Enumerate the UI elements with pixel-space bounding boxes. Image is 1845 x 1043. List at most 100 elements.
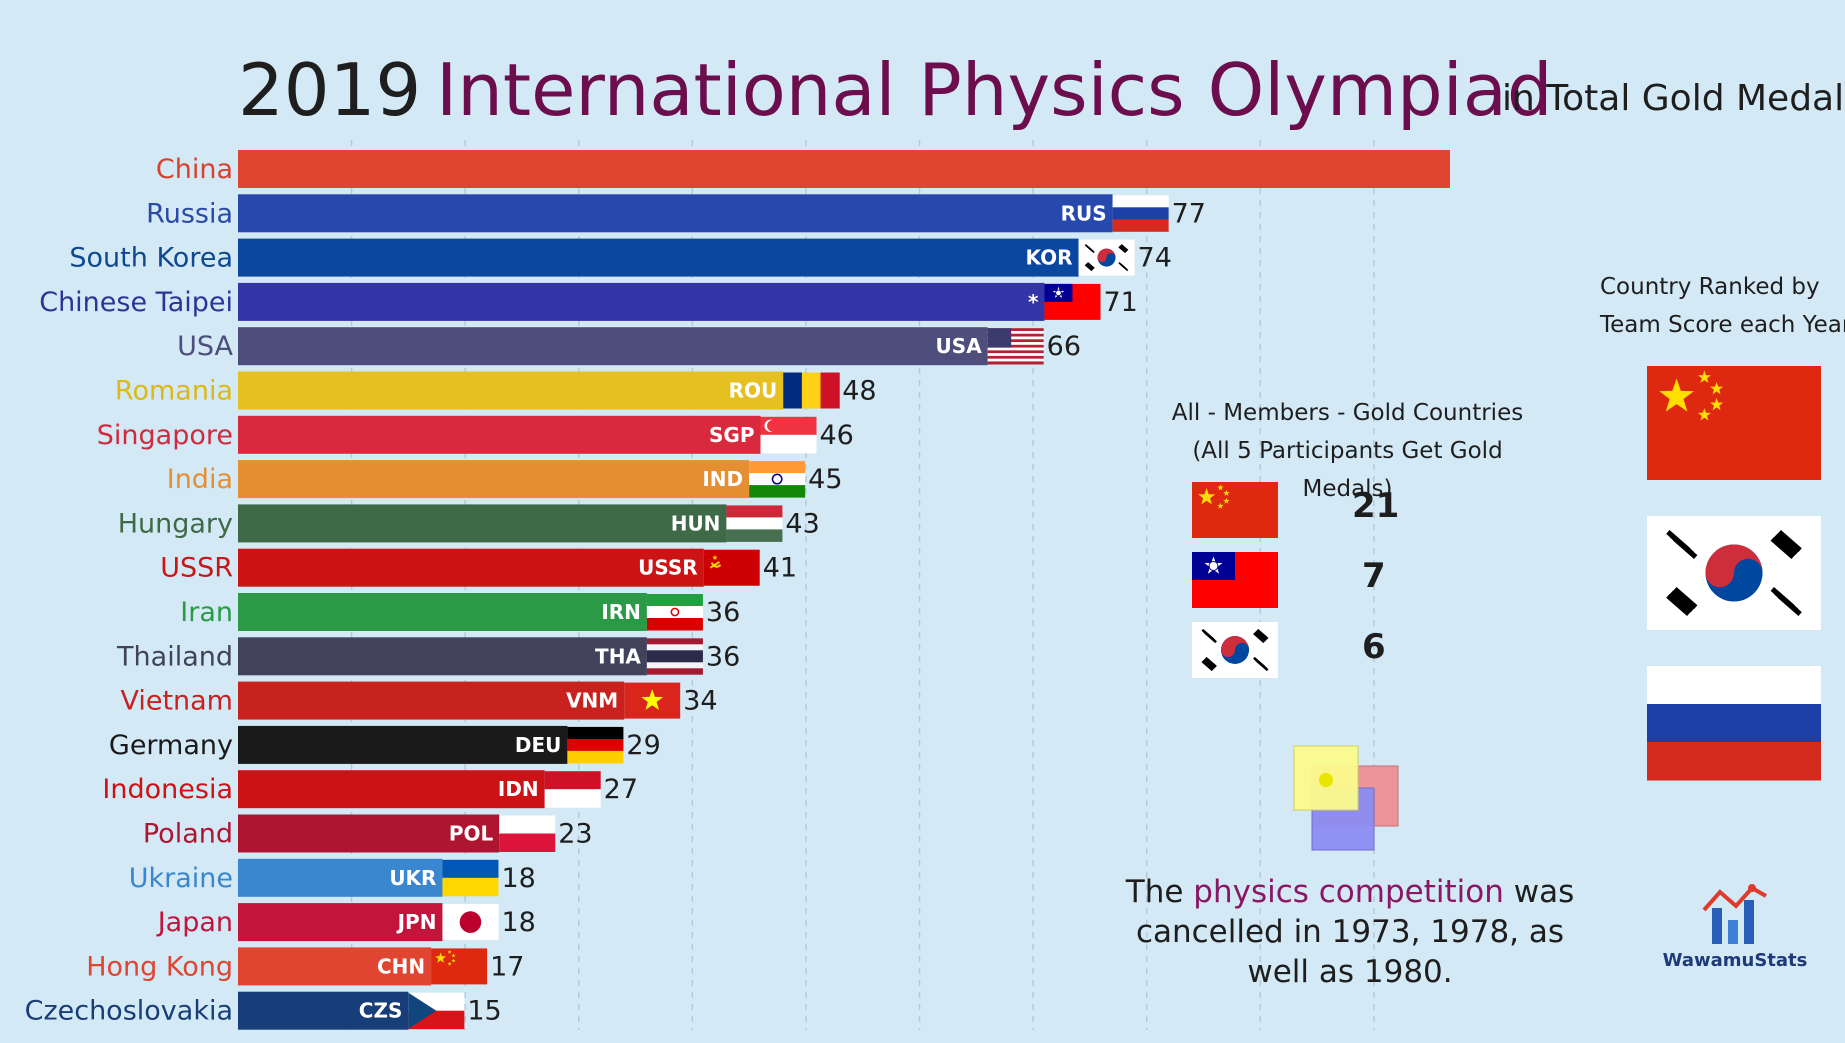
bar-chart: ChinaCHN131RussiaRUS77South KoreaKOR74Ch… (25, 140, 1450, 1030)
bar-row: Hong Kong CHN 17 (86, 947, 524, 986)
bar-row: Czechoslovakia CZS 15 (25, 991, 502, 1030)
bar (238, 504, 727, 543)
bar-row: Germany DEU 29 (109, 725, 661, 764)
bar (238, 460, 750, 499)
country-code-label: IRN (601, 600, 641, 624)
note-highlight: physics competition (1193, 874, 1504, 910)
gold-panel-title-line2: (All 5 Participants Get Gold Medals) (1192, 438, 1503, 502)
value-label: 77 (1172, 198, 1206, 229)
category-label: Poland (143, 819, 233, 850)
flag-icon (442, 904, 499, 941)
category-label: Hungary (118, 508, 233, 539)
country-code-label: IND (702, 467, 743, 491)
country-code-label: JPN (396, 910, 437, 934)
flag-icon (646, 594, 703, 631)
flag-icon (726, 505, 783, 542)
gold-count-china: 21 (1352, 486, 1400, 526)
russia-flag-icon (1647, 666, 1821, 781)
value-label: 36 (706, 597, 740, 628)
category-label: Singapore (97, 420, 233, 451)
bar-row: Ukraine UKR 18 (129, 858, 536, 897)
bar-row: Indonesia IDN 27 (102, 770, 638, 809)
flag-icon (646, 638, 703, 675)
bar (238, 991, 409, 1030)
gold-panel-title: All - Members - Gold Countries (All 5 Pa… (1145, 394, 1550, 508)
country-code-label: DEU (515, 733, 562, 757)
bar (238, 770, 545, 809)
bar (238, 725, 568, 764)
value-label: 46 (820, 420, 854, 451)
flag-icon (567, 726, 624, 764)
value-label: 27 (604, 774, 638, 805)
bar (238, 681, 625, 720)
flag-icon (544, 771, 601, 808)
country-code-label: IDN (498, 777, 539, 801)
value-label: 34 (683, 686, 717, 717)
country-code-label: VNM (566, 689, 618, 713)
flag-icon (431, 948, 488, 985)
bar (238, 637, 647, 676)
bar-row: Vietnam VNM 34 (120, 681, 718, 720)
chart-title: International Physics Olympiad (436, 48, 1553, 132)
country-code-label: UKR (389, 866, 436, 890)
category-label: India (167, 464, 233, 495)
country-code-label: SGP (709, 423, 754, 447)
ranking-flags (1647, 366, 1821, 781)
country-code-label: RUS (1061, 201, 1107, 225)
value-label: 18 (501, 863, 535, 894)
korea-flag-icon (1192, 622, 1278, 678)
chart-header: 2019 International Physics Olympiad in T… (0, 0, 1845, 140)
value-label: 29 (626, 730, 660, 761)
flag-icon (499, 815, 556, 852)
bar-chart-logo-icon (1702, 884, 1767, 944)
country-code-label: * (1028, 290, 1039, 314)
gold-count-korea: 6 (1362, 627, 1386, 667)
country-code-label: USSR (638, 556, 698, 580)
country-code-label: ROU (729, 379, 778, 403)
country-code-label: KOR (1026, 246, 1073, 270)
bar (238, 238, 1079, 277)
bar-row: Singapore SGP 46 (97, 415, 854, 454)
flag-icon (760, 416, 817, 454)
korea-flag-icon (1647, 516, 1821, 630)
country-code-label: HUN (671, 511, 721, 535)
flag-icon (703, 549, 760, 586)
category-label: Czechoslovakia (25, 996, 233, 1027)
squares-decoration (1293, 745, 1399, 851)
bar-row: Romania ROU 48 (115, 371, 877, 410)
value-label: 41 (763, 553, 797, 584)
cancellation-note: The physics competition was cancelled in… (1110, 872, 1590, 992)
flag-icon (1112, 195, 1169, 232)
value-label: 48 (842, 376, 876, 407)
bar (238, 194, 1113, 233)
category-label: USA (177, 331, 233, 362)
value-label: 66 (1047, 331, 1081, 362)
china-flag-icon (1647, 366, 1821, 480)
country-code-label: THA (595, 644, 641, 668)
china-flag-icon (1192, 482, 1278, 538)
flag-icon (408, 992, 465, 1030)
bar (238, 947, 432, 986)
bar (238, 327, 988, 366)
category-label: Chinese Taipei (39, 287, 233, 318)
flag-icon (442, 859, 499, 897)
category-label: Russia (146, 198, 233, 229)
category-label: Germany (109, 730, 233, 761)
bar (238, 371, 784, 410)
category-label: Indonesia (102, 774, 233, 805)
bar-row: Russia RUS 77 (146, 194, 1206, 233)
bar-row: Chinese Taipei * 71 (39, 282, 1138, 321)
bar (238, 415, 761, 454)
category-label: Thailand (116, 641, 233, 672)
value-label: 45 (808, 464, 842, 495)
country-code-label: CZS (359, 999, 403, 1023)
flag-icon (1078, 239, 1135, 276)
flag-icon (749, 461, 806, 498)
country-code-label: POL (449, 822, 494, 846)
value-label: 43 (785, 508, 819, 539)
ranking-heading-line1: Country Ranked by (1600, 274, 1820, 300)
bar (238, 814, 500, 853)
bar-row: USA USA 66 (177, 327, 1081, 366)
country-code-label: USA (936, 334, 983, 358)
value-label: 74 (1138, 243, 1172, 274)
